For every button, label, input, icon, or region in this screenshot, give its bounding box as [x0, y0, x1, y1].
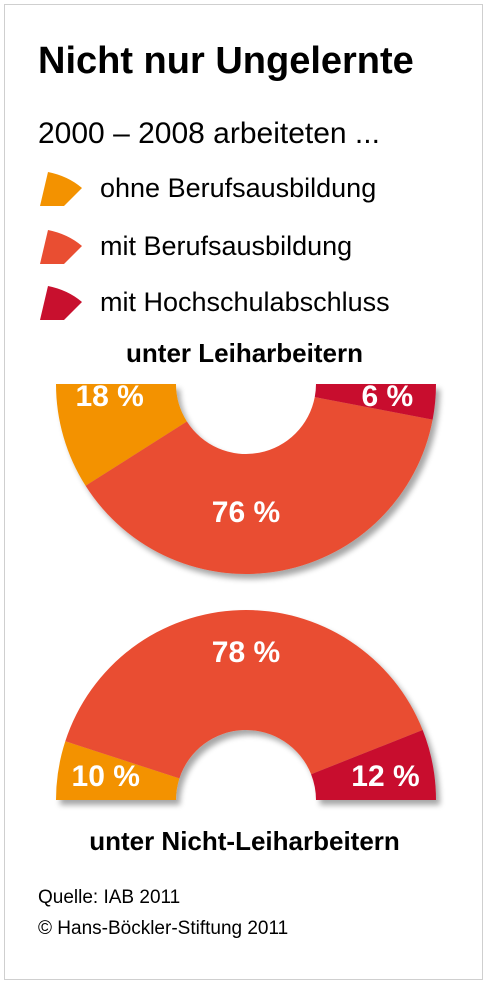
- chart-1-title: unter Leiharbeitern: [126, 338, 363, 368]
- value-label-ohne-berufsausbildung: 10 %: [72, 760, 140, 793]
- segment-ohne-berufsausbildung: [56, 384, 187, 486]
- legend-swatch-mit-berufsausbildung: [40, 230, 82, 264]
- segment-mit-hochschulabschluss: [314, 384, 436, 420]
- chart-nicht-leiharbeiter: [56, 609, 436, 800]
- legend-swatch-ohne-berufsausbildung: [40, 172, 82, 206]
- legend-label-mit-hochschulabschluss: mit Hochschulabschluss: [100, 287, 390, 317]
- value-label-mit-berufsausbildung: 76 %: [212, 496, 280, 529]
- chart-2-title: unter Nicht-Leiharbeitern: [89, 826, 400, 856]
- chart-subtitle: 2000 – 2008 arbeiteten ...: [38, 117, 380, 150]
- source-copyright: © Hans-Böckler-Stiftung 2011: [38, 918, 289, 939]
- value-label-mit-hochschulabschluss: 6 %: [362, 380, 414, 413]
- legend-label-mit-berufsausbildung: mit Berufsausbildung: [100, 231, 353, 261]
- chart-leiharbeiter: [56, 384, 436, 574]
- value-label-ohne-berufsausbildung: 18 %: [75, 380, 143, 413]
- chart-title: Nicht nur Ungelernte: [38, 40, 414, 82]
- chart-nicht-leiharbeiter-labels: 10 % 78 % 12 %: [72, 636, 420, 793]
- legend-label-ohne-berufsausbildung: ohne Berufsausbildung: [100, 173, 377, 203]
- legend-swatch-mit-hochschulabschluss: [40, 286, 82, 320]
- segment-mit-hochschulabschluss: [311, 730, 436, 800]
- source-quelle: Quelle: IAB 2011: [38, 887, 181, 908]
- chart-leiharbeiter-labels: 18 % 76 % 6 %: [75, 380, 413, 529]
- segment-mit-berufsausbildung: [65, 609, 423, 779]
- value-label-mit-berufsausbildung: 78 %: [212, 636, 280, 669]
- segment-ohne-berufsausbildung: [56, 741, 180, 800]
- segment-mit-berufsausbildung: [85, 397, 433, 574]
- value-label-mit-hochschulabschluss: 12 %: [351, 760, 419, 793]
